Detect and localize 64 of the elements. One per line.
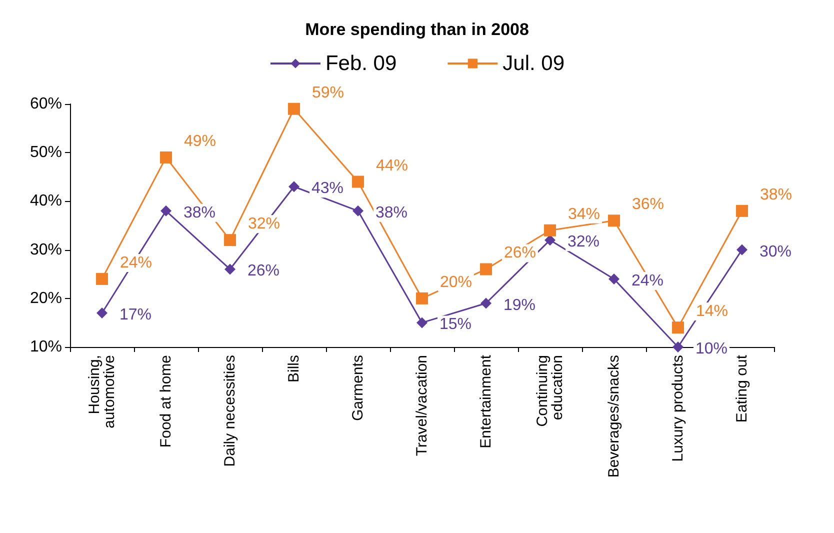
data-label: 10%	[696, 340, 728, 358]
data-label: 14%	[696, 303, 728, 320]
y-tick-label: 30%	[30, 241, 62, 258]
y-tick-label: 10%	[30, 338, 62, 356]
point	[352, 205, 364, 216]
data-label: 43%	[312, 180, 344, 198]
point	[672, 322, 684, 334]
point	[224, 264, 236, 275]
point	[160, 205, 172, 216]
x-tick-label: Beverages/snacks	[606, 355, 622, 478]
point	[544, 224, 556, 236]
data-label: 24%	[632, 272, 664, 290]
point	[288, 181, 300, 192]
chart-title: More spending than in 2008	[305, 20, 529, 39]
point	[288, 102, 300, 115]
data-label: 17%	[120, 306, 152, 324]
x-tick-label: Continuing education	[534, 355, 566, 427]
data-label: 38%	[760, 186, 792, 204]
point	[608, 214, 620, 227]
point	[416, 317, 428, 328]
x-tick-label: Entertainment	[478, 354, 494, 448]
data-label: 34%	[568, 206, 600, 223]
data-label: 32%	[248, 216, 280, 233]
data-label: 49%	[184, 132, 216, 150]
x-tick-label: Travel/vacation	[414, 355, 430, 456]
data-label: 24%	[120, 254, 152, 272]
data-label: 30%	[760, 243, 792, 260]
point	[480, 263, 492, 276]
x-tick-label: Bills	[286, 355, 302, 383]
x-tick-label: Garments	[350, 355, 366, 421]
point	[672, 342, 684, 352]
x-tick-label: Housing, automotive	[86, 355, 118, 428]
data-label: 15%	[440, 316, 472, 334]
y-tick-label: 60%	[30, 96, 62, 112]
data-label: 59%	[312, 84, 344, 102]
legend-label: Jul. 09	[502, 52, 565, 75]
x-tick-label: Daily necessities	[222, 355, 238, 467]
point	[352, 176, 364, 188]
point	[96, 307, 108, 318]
point	[736, 204, 748, 217]
data-label: 36%	[632, 196, 664, 214]
point	[160, 151, 172, 164]
point	[544, 234, 556, 246]
x-tick-label: Food at home	[158, 355, 174, 448]
data-label: 20%	[440, 274, 472, 291]
data-label: 38%	[184, 204, 216, 222]
y-tick-label: 20%	[30, 290, 62, 307]
data-label: 19%	[504, 296, 536, 314]
data-label: 26%	[248, 262, 280, 280]
point	[608, 273, 620, 284]
y-tick-label: 50%	[30, 144, 62, 162]
data-label: 44%	[376, 157, 408, 174]
data-label: 38%	[376, 204, 408, 222]
data-label: 26%	[504, 244, 536, 262]
point	[96, 272, 108, 285]
data-label: 32%	[568, 234, 600, 251]
point	[224, 234, 236, 246]
y-tick-label: 40%	[30, 192, 62, 210]
point	[416, 292, 428, 304]
x-tick-label: Eating out	[734, 354, 750, 423]
legend-label: Feb. 09	[325, 52, 397, 75]
point	[480, 298, 492, 309]
point	[736, 244, 748, 256]
x-tick-label: Luxury products	[670, 355, 686, 462]
